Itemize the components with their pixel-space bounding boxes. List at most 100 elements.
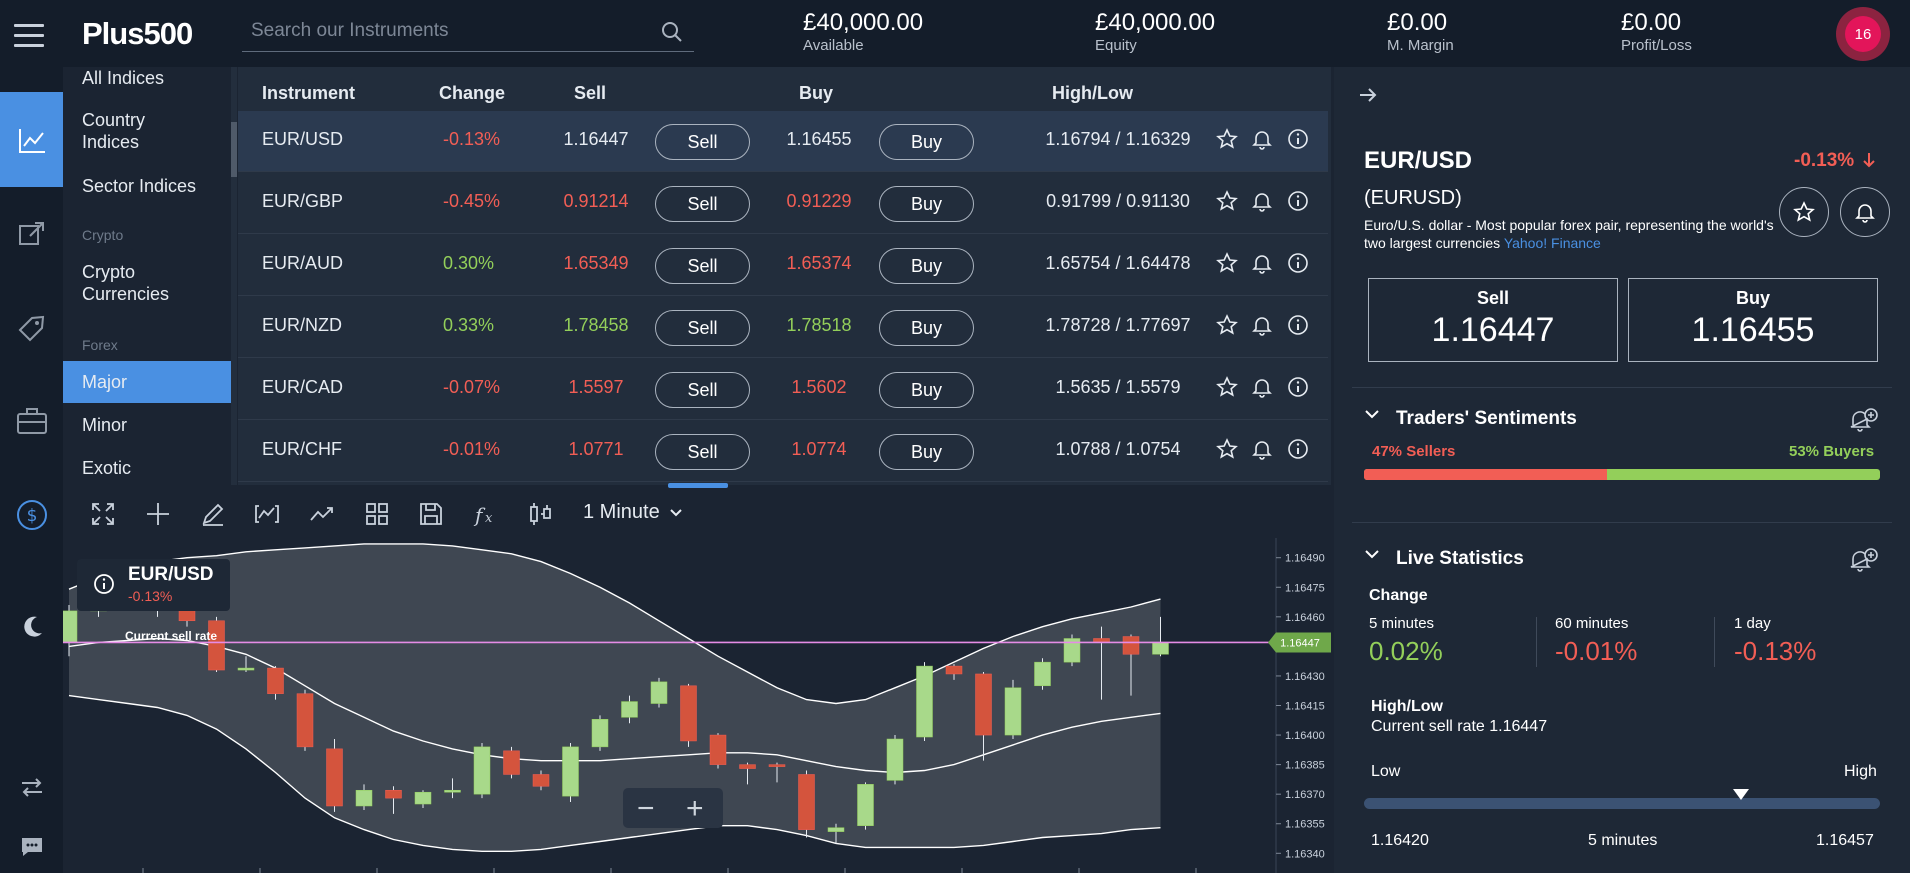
star-icon[interactable] — [1216, 314, 1240, 338]
chart-type-candles-icon[interactable] — [527, 500, 555, 528]
y-tick-label: 1.16355 — [1285, 819, 1325, 831]
buy-button[interactable]: Buy — [879, 248, 974, 284]
crosshair-icon[interactable] — [144, 500, 172, 528]
add-alert-icon[interactable] — [1849, 547, 1879, 573]
instrument-name[interactable]: EUR/AUD — [262, 253, 344, 273]
save-icon[interactable] — [417, 500, 445, 528]
buy-button[interactable]: Buy — [879, 434, 974, 470]
rail-trade-button[interactable] — [0, 186, 63, 281]
bell-icon[interactable] — [1251, 376, 1275, 400]
sell-button[interactable]: Sell — [655, 248, 750, 284]
info-icon[interactable] — [1287, 314, 1311, 338]
bell-icon[interactable] — [1251, 128, 1275, 152]
rail-switch-button[interactable] — [0, 757, 63, 817]
info-icon[interactable] — [1287, 376, 1311, 400]
star-icon[interactable] — [1216, 190, 1240, 214]
buy-button[interactable]: Buy — [879, 372, 974, 408]
price-chart[interactable]: 1.16447 1.16490 1.16475 1.16460 1.16430 1.164… — [63, 538, 1331, 873]
sell-price-box[interactable]: Sell 1.16447 — [1368, 278, 1618, 362]
add-alert-icon[interactable] — [1849, 407, 1879, 433]
chevron-down-icon[interactable] — [1364, 408, 1380, 420]
favorite-button[interactable] — [1779, 187, 1829, 237]
bell-icon[interactable] — [1251, 252, 1275, 276]
zoom-out-button[interactable]: − — [637, 792, 655, 825]
table-row[interactable]: EUR/AUD 0.30% 1.65349 Sell 1.65374 Buy 1.65754… — [238, 235, 1328, 296]
bell-icon[interactable] — [1251, 314, 1275, 338]
instrument-name[interactable]: EUR/GBP — [262, 191, 344, 211]
live-statistics-title[interactable]: Live Statistics — [1396, 548, 1524, 569]
nav-all-indices[interactable]: All Indices — [82, 68, 165, 88]
hamburger-menu-icon[interactable] — [14, 24, 44, 48]
rail-chat-button[interactable] — [0, 822, 63, 872]
info-icon[interactable] — [1287, 190, 1311, 214]
header-change[interactable]: Change — [439, 83, 506, 103]
nav-sector-indices[interactable]: Sector Indices — [82, 176, 197, 196]
draw-pencil-icon[interactable] — [199, 500, 227, 528]
rail-tag-button[interactable] — [0, 280, 63, 375]
notification-badge[interactable]: 16 — [1836, 7, 1890, 61]
instrument-name[interactable]: EUR/USD — [262, 129, 344, 149]
table-row[interactable]: EUR/GBP -0.45% 0.91214 Sell 0.91229 Buy 0.9179… — [238, 173, 1328, 234]
table-row[interactable]: EUR/NZD 0.33% 1.78458 Sell 1.78518 Buy 1.78728… — [238, 297, 1328, 358]
nav-crypto-currencies[interactable]: Crypto Currencies — [82, 262, 170, 304]
table-row[interactable]: EUR/CAD -0.07% 1.5597 Sell 1.5602 Buy 1.5635 /… — [238, 359, 1328, 420]
rail-theme-button[interactable] — [0, 597, 63, 657]
range-period[interactable]: 5 minutes — [1588, 832, 1658, 849]
zoom-in-button[interactable]: + — [686, 792, 704, 825]
buy-price-box[interactable]: Buy 1.16455 — [1628, 278, 1878, 362]
sell-button[interactable]: Sell — [655, 434, 750, 470]
category-nav-scrollbar[interactable] — [231, 67, 237, 485]
panel-resize-handle[interactable] — [668, 483, 728, 488]
header-instrument[interactable]: Instrument — [262, 83, 356, 103]
info-icon[interactable] — [1287, 438, 1311, 462]
rail-funds-button[interactable]: $ — [0, 467, 63, 562]
sell-button[interactable]: Sell — [655, 124, 750, 160]
collapse-arrow-icon[interactable] — [1356, 83, 1380, 107]
info-icon[interactable] — [1287, 128, 1311, 152]
star-icon[interactable] — [1216, 128, 1240, 152]
table-row[interactable]: EUR/USD -0.13% 1.16447 Sell 1.16455 Buy 1.1679… — [238, 111, 1328, 172]
nav-country-indices[interactable]: Country Indices — [82, 110, 146, 152]
info-icon[interactable] — [1287, 252, 1311, 276]
buy-button[interactable]: Buy — [879, 186, 974, 222]
instrument-name[interactable]: EUR/CHF — [262, 439, 342, 459]
candlestick-chart-svg[interactable]: 1.16447 1.16490 1.16475 1.16460 1.16430 1.164… — [63, 538, 1331, 873]
search-icon[interactable] — [660, 20, 684, 49]
star-icon[interactable] — [1216, 376, 1240, 400]
instrument-name[interactable]: EUR/CAD — [262, 377, 344, 397]
bell-icon[interactable] — [1251, 438, 1275, 462]
timeframe-dropdown[interactable]: 1 Minute — [583, 501, 683, 524]
fullscreen-icon[interactable] — [89, 500, 117, 528]
header-high-low[interactable]: High/Low — [1052, 83, 1133, 103]
layout-grid-icon[interactable] — [363, 500, 391, 528]
sell-button[interactable]: Sell — [655, 372, 750, 408]
equity-stat: £40,000.00 Equity — [1095, 9, 1215, 54]
header-buy[interactable]: Buy — [799, 83, 834, 103]
detail-source-link[interactable]: Yahoo! Finance — [1503, 235, 1601, 251]
info-icon[interactable] — [93, 573, 115, 595]
sentiment-bar — [1364, 469, 1880, 480]
trend-icon[interactable] — [308, 500, 336, 528]
sell-button[interactable]: Sell — [655, 186, 750, 222]
rail-chart-button[interactable] — [0, 92, 63, 187]
bell-icon[interactable] — [1251, 190, 1275, 214]
sell-button[interactable]: Sell — [655, 310, 750, 346]
nav-exotic[interactable]: Exotic — [82, 458, 132, 478]
chevron-down-icon[interactable] — [1364, 548, 1380, 560]
buy-button[interactable]: Buy — [879, 310, 974, 346]
nav-minor[interactable]: Minor — [82, 415, 128, 435]
search-input[interactable] — [251, 20, 641, 42]
indicator-icon[interactable] — [253, 500, 281, 528]
nav-major[interactable]: Major — [82, 372, 128, 392]
alert-button[interactable] — [1840, 187, 1890, 237]
buy-button[interactable]: Buy — [879, 124, 974, 160]
instrument-name[interactable]: EUR/NZD — [262, 315, 342, 335]
star-icon[interactable] — [1216, 438, 1240, 462]
table-row[interactable]: EUR/CHF -0.01% 1.0771 Sell 1.0774 Buy 1.0788 /… — [238, 421, 1328, 482]
star-icon[interactable] — [1216, 252, 1240, 276]
header-sell[interactable]: Sell — [574, 83, 607, 103]
candle-body — [709, 734, 727, 765]
rail-portfolio-button[interactable] — [0, 373, 63, 468]
sentiment-title[interactable]: Traders' Sentiments — [1396, 408, 1577, 429]
